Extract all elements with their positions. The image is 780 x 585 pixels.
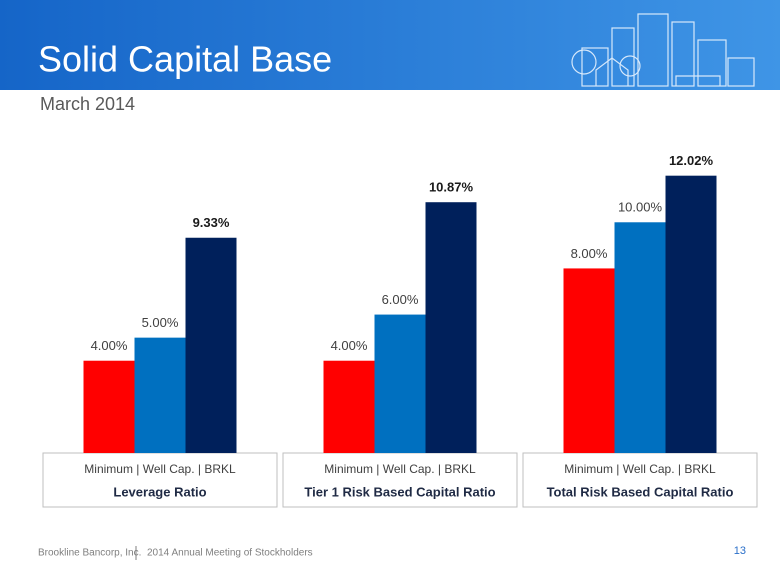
chart: Minimum | Well Cap. | BRKL Leverage Ratio… xyxy=(42,153,758,508)
x-sublabel: Minimum | Well Cap. | BRKL xyxy=(324,462,476,476)
value-label: 6.00% xyxy=(382,292,419,307)
bar xyxy=(563,268,615,453)
bar xyxy=(185,237,237,453)
bar xyxy=(425,202,477,453)
value-label: 9.33% xyxy=(193,215,230,230)
slide-title: Solid Capital Base xyxy=(38,39,332,80)
footer-company: Brookline Bancorp, Inc. xyxy=(38,548,141,559)
x-tick-label: Leverage Ratio xyxy=(113,484,206,499)
bar xyxy=(323,360,375,453)
bar xyxy=(134,337,186,453)
x-sublabel: Minimum | Well Cap. | BRKL xyxy=(564,462,716,476)
bar xyxy=(83,360,135,453)
value-label: 8.00% xyxy=(571,246,608,261)
x-sublabel: Minimum | Well Cap. | BRKL xyxy=(84,462,236,476)
value-label: 10.87% xyxy=(429,180,474,195)
header-band xyxy=(0,0,780,90)
value-label: 4.00% xyxy=(91,338,128,353)
x-tick-label: Tier 1 Risk Based Capital Ratio xyxy=(304,484,495,499)
value-label: 4.00% xyxy=(331,338,368,353)
bar xyxy=(374,314,426,453)
page-number: 13 xyxy=(734,545,746,557)
slide-subtitle: March 2014 xyxy=(40,94,135,114)
footer-event: 2014 Annual Meeting of Stockholders xyxy=(147,548,313,559)
value-label: 5.00% xyxy=(142,315,179,330)
value-label: 10.00% xyxy=(618,200,663,215)
x-tick-label: Total Risk Based Capital Ratio xyxy=(547,484,734,499)
bar xyxy=(665,175,717,453)
city-illustration xyxy=(571,13,755,87)
bar xyxy=(614,222,666,453)
value-label: 12.02% xyxy=(669,153,714,168)
